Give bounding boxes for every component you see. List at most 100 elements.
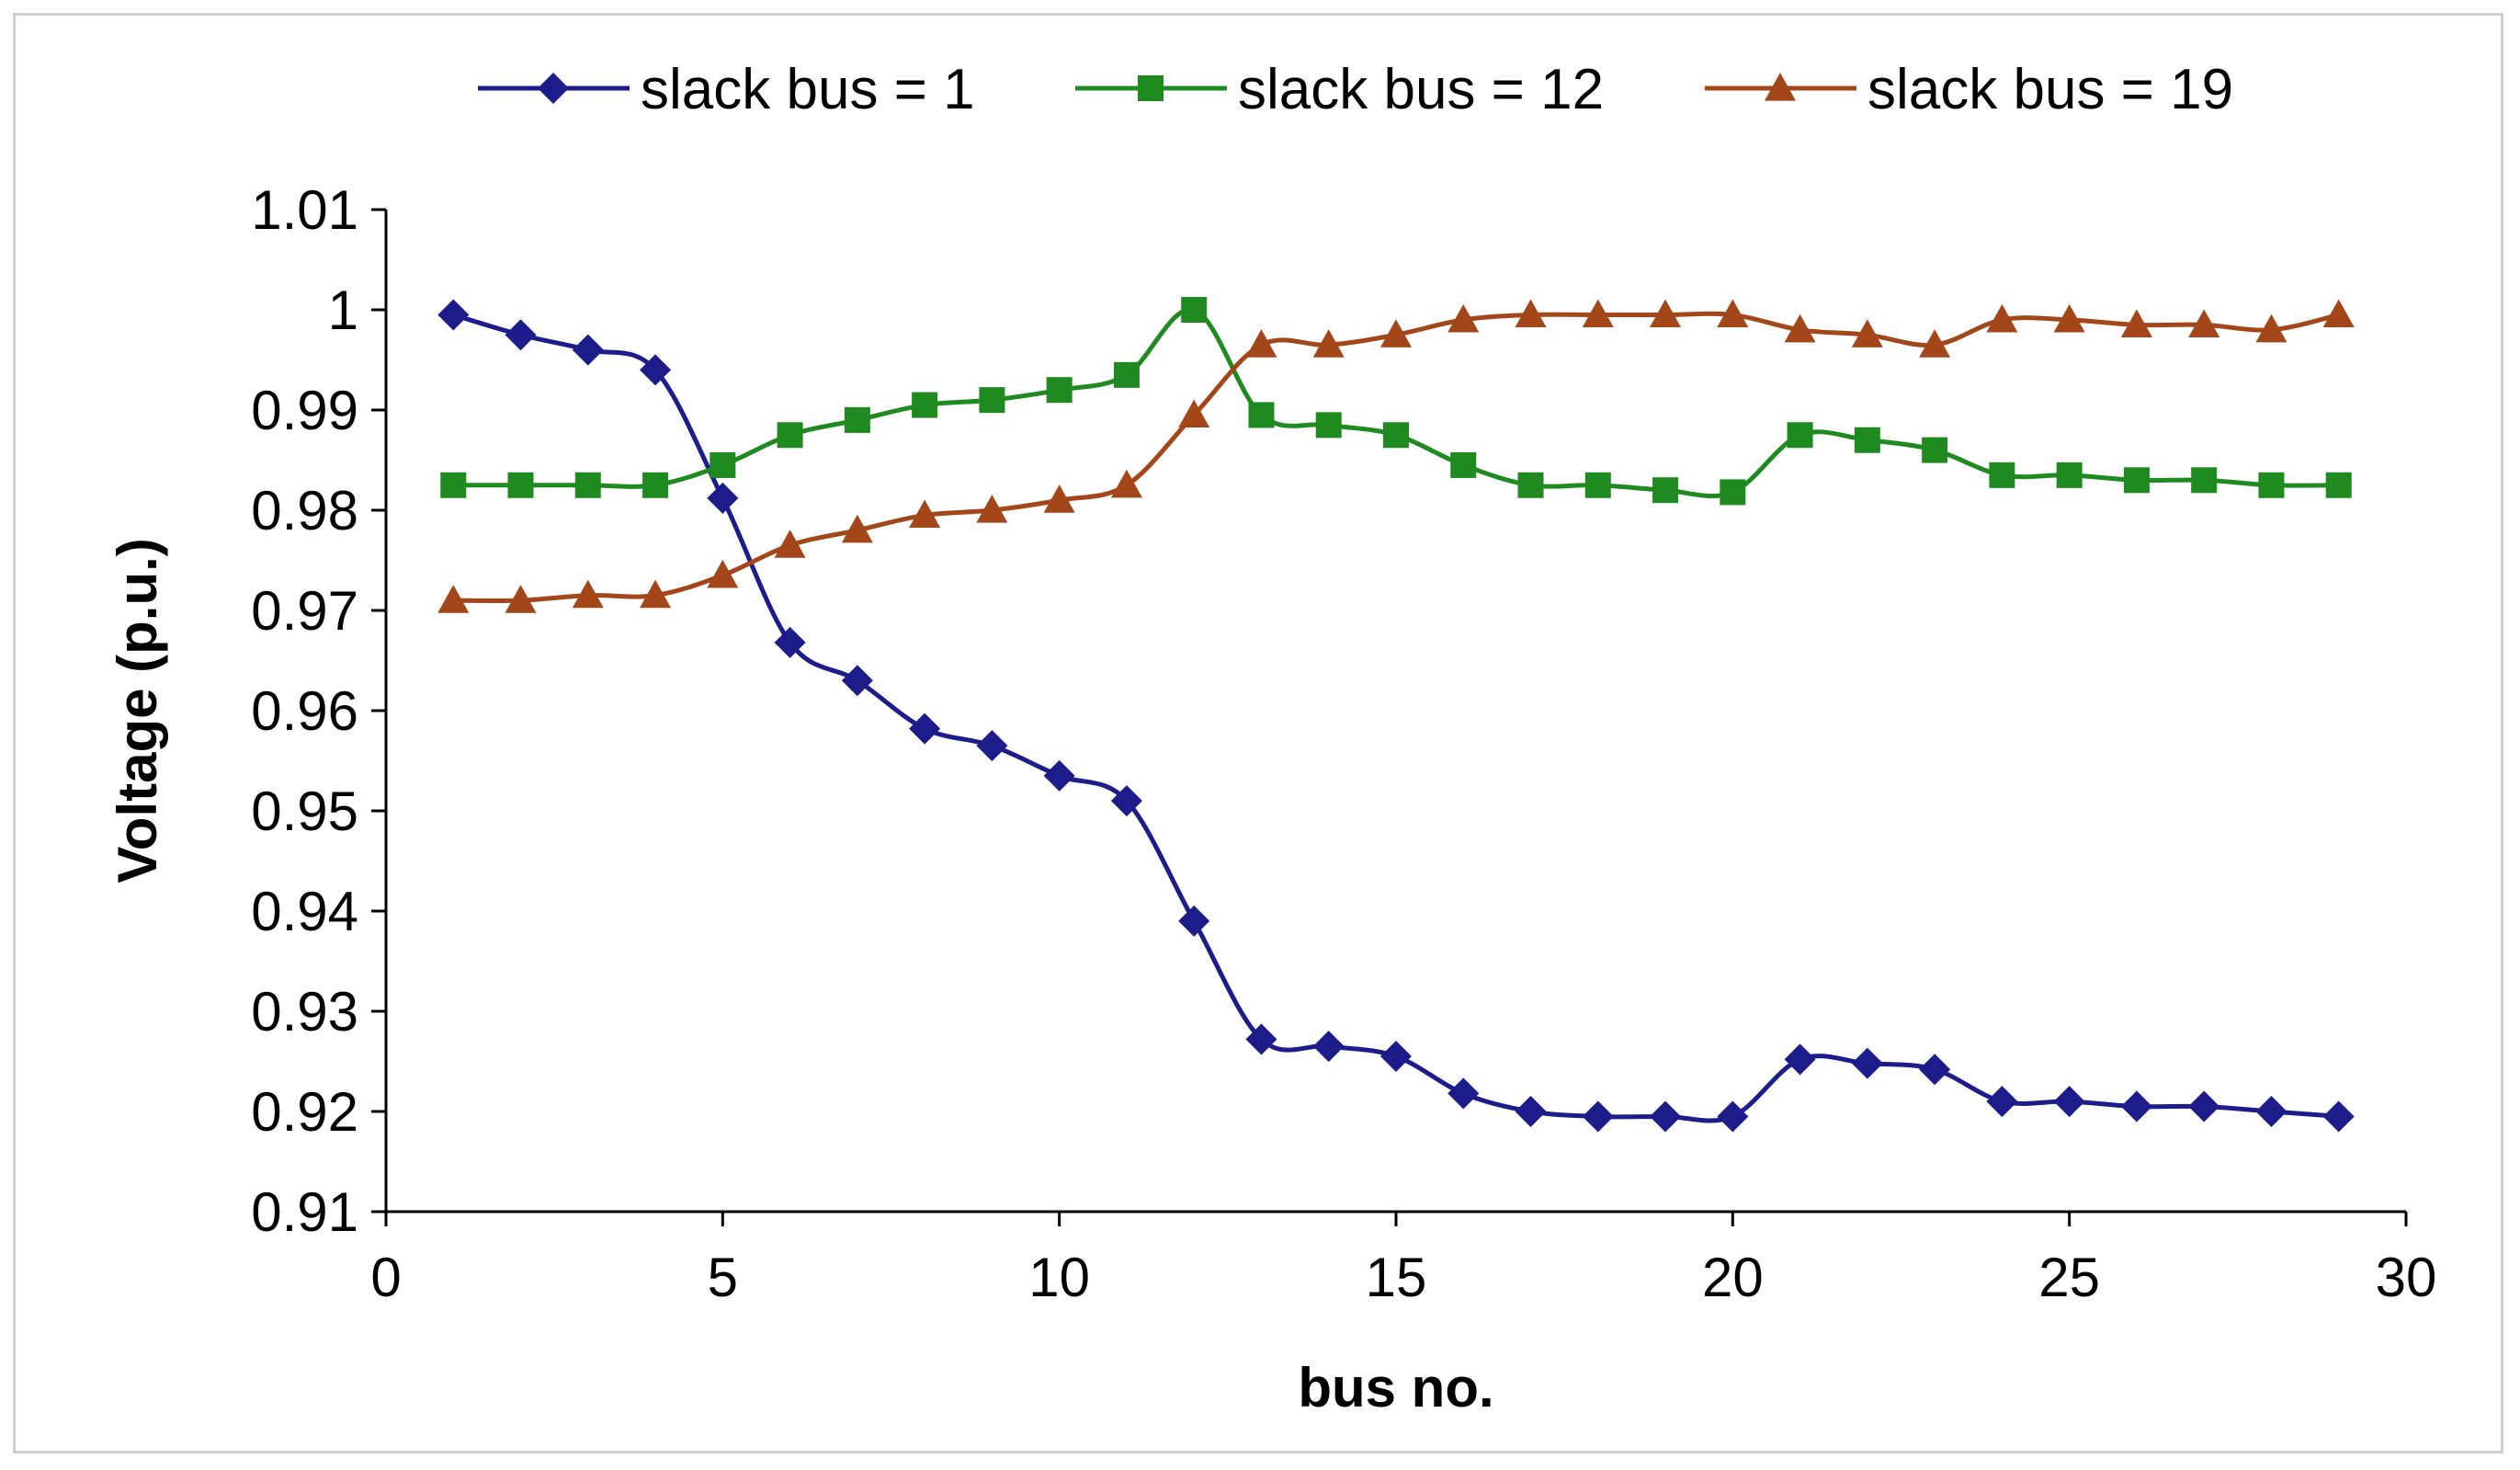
axes: 0.91 0.92 0.93 0.94 0.95 0.96 0.97 0.98 0.99 1 1.0… <box>251 179 2436 1308</box>
data-point-triangle <box>1717 299 1749 328</box>
x-tick-label: 20 <box>1702 1247 1764 1308</box>
data-point-triangle <box>2188 309 2220 337</box>
data-point-square <box>1854 427 1880 453</box>
legend-label: slack bus = 1 <box>641 58 975 121</box>
data-point-square <box>979 387 1005 414</box>
data-point-triangle <box>707 559 739 588</box>
data-point-square <box>1517 472 1544 498</box>
y-tick-label: 0.96 <box>251 680 358 742</box>
data-point-square <box>1248 402 1275 428</box>
data-point-triangle <box>2322 299 2355 328</box>
data-point-diamond <box>2322 1100 2355 1133</box>
x-tick-label: 25 <box>2038 1247 2100 1308</box>
data-point-triangle <box>2255 313 2287 343</box>
data-point-diamond <box>572 334 604 366</box>
data-point-triangle <box>572 579 604 609</box>
data-point-diamond <box>505 319 537 351</box>
data-point-triangle <box>2120 309 2152 337</box>
data-point-diamond <box>1515 1096 1547 1127</box>
data-point-triangle <box>1986 303 2018 333</box>
data-point-diamond <box>774 626 806 658</box>
data-point-square <box>1315 412 1342 439</box>
legend: slack bus = 1 slack bus = 12 slack bus = 1… <box>478 58 2233 121</box>
legend-marker-diamond <box>538 73 569 104</box>
data-point-square <box>1181 297 1208 323</box>
x-axis-title: bus no. <box>1298 1357 1493 1419</box>
data-point-diamond <box>1919 1054 1951 1086</box>
legend-marker-triangle <box>1765 73 1796 101</box>
data-point-triangle <box>976 495 1008 523</box>
data-point-diamond <box>1380 1041 1412 1073</box>
x-tick-label: 30 <box>2376 1247 2437 1308</box>
y-tick-label: 1.01 <box>251 179 358 241</box>
y-tick-label: 0.99 <box>251 380 358 441</box>
data-point-square <box>777 422 803 449</box>
y-tick-label: 0.98 <box>251 480 358 541</box>
data-point-square <box>1720 479 1746 506</box>
data-point-square <box>844 406 870 433</box>
data-point-triangle <box>1110 469 1142 498</box>
data-point-square <box>2056 462 2083 488</box>
data-point-square <box>507 472 534 498</box>
data-point-square <box>1113 361 1140 388</box>
data-point-triangle <box>909 499 941 529</box>
data-point-square <box>440 472 467 498</box>
data-point-diamond <box>1986 1086 2018 1118</box>
data-point-diamond <box>640 354 672 386</box>
data-point-square <box>1989 462 2015 488</box>
y-tick-label: 0.94 <box>251 881 358 942</box>
y-axis-title: Voltage (p.u.) <box>107 538 168 883</box>
x-tick-label: 15 <box>1366 1247 1427 1308</box>
data-point-square <box>2258 472 2285 498</box>
data-point-triangle <box>774 530 806 558</box>
data-point-triangle <box>1380 319 1412 348</box>
data-point-triangle <box>437 585 470 613</box>
y-tick-label: 0.97 <box>251 580 358 642</box>
data-point-diamond <box>437 299 470 331</box>
data-point-triangle <box>640 579 672 609</box>
data-point-square <box>1922 437 1948 463</box>
legend-entry-3: slack bus = 19 <box>1705 58 2233 121</box>
data-point-triangle <box>1919 329 1951 358</box>
x-tick-label: 10 <box>1028 1247 1090 1308</box>
data-point-square <box>574 472 601 498</box>
data-point-diamond <box>1178 905 1210 937</box>
data-point-triangle <box>1312 329 1345 358</box>
y-tick-label: 0.95 <box>251 781 358 842</box>
legend-entry-1: slack bus = 1 <box>478 58 975 121</box>
data-point-diamond <box>976 730 1008 762</box>
y-tick-label: 1 <box>328 279 358 341</box>
legend-marker-square <box>1138 75 1164 101</box>
data-point-square <box>1383 422 1409 449</box>
data-point-triangle <box>841 514 873 543</box>
y-tick-label: 0.92 <box>251 1081 358 1143</box>
series-3 <box>437 299 2355 613</box>
data-point-triangle <box>1851 319 1883 348</box>
data-point-square <box>2123 467 2150 494</box>
data-point-triangle <box>1784 313 1816 343</box>
legend-entry-2: slack bus = 12 <box>1075 58 1604 121</box>
data-point-square <box>1787 422 1813 449</box>
data-point-triangle <box>1245 329 1277 358</box>
legend-label: slack bus = 19 <box>1867 58 2233 121</box>
data-point-triangle <box>505 585 537 613</box>
data-point-square <box>1046 377 1073 404</box>
data-point-diamond <box>2255 1096 2287 1127</box>
x-tick-label: 0 <box>370 1247 401 1308</box>
data-point-diamond <box>2120 1090 2152 1122</box>
data-point-square <box>642 472 669 498</box>
y-tick-label: 0.91 <box>251 1181 358 1243</box>
chart-frame <box>13 13 2503 1453</box>
data-point-square <box>1652 477 1679 504</box>
data-point-square <box>2191 467 2218 494</box>
data-point-diamond <box>1110 785 1142 817</box>
data-point-diamond <box>1043 759 1075 792</box>
data-point-diamond <box>707 482 739 514</box>
data-point-square <box>2325 472 2352 498</box>
data-point-diamond <box>1582 1100 1614 1133</box>
data-point-triangle <box>1515 299 1547 328</box>
data-point-triangle <box>1447 303 1480 333</box>
series-2 <box>440 297 2352 506</box>
data-point-diamond <box>909 712 941 745</box>
